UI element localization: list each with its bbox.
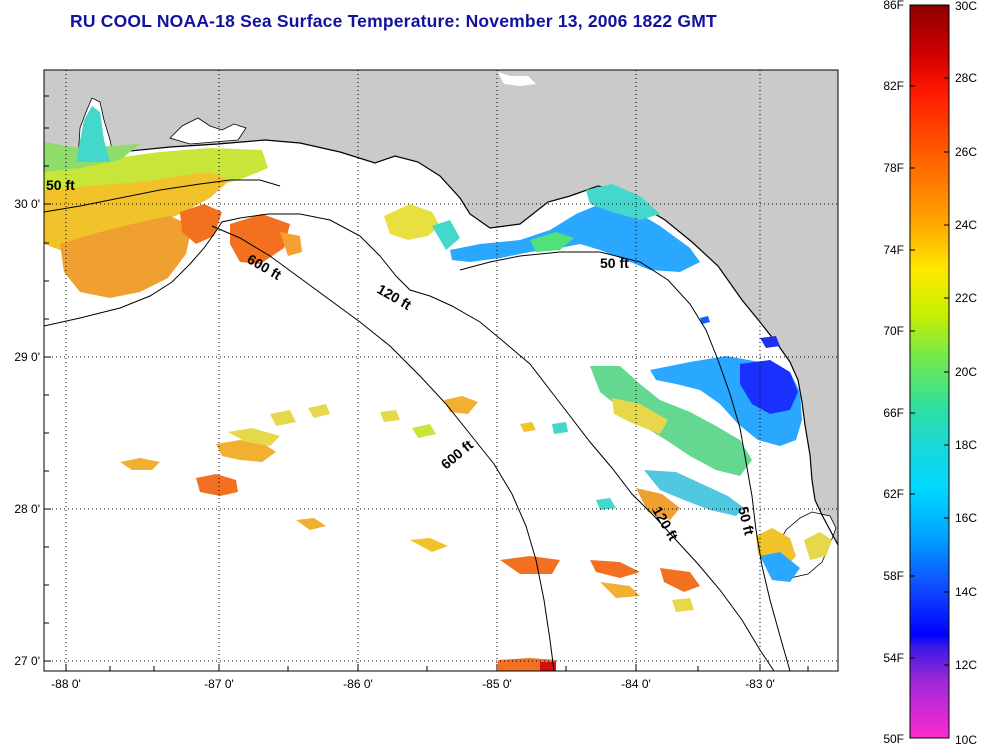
longitude-tick-label: -87 0' [204,677,234,691]
longitude-tick-label: -88 0' [51,677,81,691]
colorbar-label-f: 86F [883,0,904,12]
colorbar-label-c: 18C [955,438,977,452]
longitude-tick-label: -84 0' [621,677,651,691]
longitude-tick-label: -83 0' [745,677,775,691]
latitude-tick-label: 28 0' [14,502,40,516]
colorbar: 86F 82F 78F 74F 70F 66F 62F 58F 54F 50F … [883,0,977,747]
gulf-water [44,140,838,671]
contour-120ft [44,213,775,671]
contour-50ft-west [44,179,281,213]
contour-50ft-east [459,251,791,671]
longitude-axis: -88 0' -87 0' -86 0' -85 0' -84 0' -83 0… [51,677,775,691]
colorbar-label-f: 50F [883,732,904,746]
colorbar-label-f: 54F [883,651,904,665]
colorbar-label-f: 74F [883,243,904,257]
colorbar-label-f: 70F [883,324,904,338]
colorbar-label-f: 58F [883,569,904,583]
colorbar-label-c: 14C [955,585,977,599]
colorbar-label-c: 26C [955,145,977,159]
colorbar-label-c: 20C [955,365,977,379]
colorbar-gradient [909,4,950,739]
colorbar-label-c: 30C [955,0,977,13]
pensacola-bay [169,117,247,145]
coastline [44,139,838,546]
colorbar-ticks [910,77,949,666]
colorbar-label-f: 82F [883,79,904,93]
bathymetry-contours [44,179,791,671]
longitude-tick-label: -86 0' [343,677,373,691]
longitude-tick-label: -85 0' [482,677,512,691]
colorbar-label-c: 16C [955,511,977,525]
contour-label: 50 ft [735,505,758,537]
map-panel: 50 ft 600 ft 120 ft 600 ft 50 ft 120 ft … [43,69,839,672]
latitude-tick-label: 30 0' [14,197,40,211]
colorbar-label-c: 28C [955,71,977,85]
colorbar-label-c: 12C [955,658,977,672]
map-title: RU COOL NOAA-18 Sea Surface Temperature:… [70,11,717,31]
colorbar-fahrenheit-labels: 86F 82F 78F 74F 70F 66F 62F 58F 54F 50F [883,0,904,746]
latitude-axis: 30 0' 29 0' 28 0' 27 0' [14,197,40,668]
sst-data [44,106,832,671]
colorbar-label-f: 62F [883,487,904,501]
colorbar-label-f: 66F [883,406,904,420]
small-lake [498,72,536,86]
colorbar-label-f: 78F [883,161,904,175]
graticule [44,70,838,671]
colorbar-label-c: 24C [955,218,977,232]
tick-marks [44,95,809,671]
latitude-tick-label: 29 0' [14,350,40,364]
latitude-tick-label: 27 0' [14,654,40,668]
colorbar-label-c: 22C [955,291,977,305]
map-frame [43,69,839,672]
contour-label: 50 ft [46,177,75,193]
contour-600ft [211,225,555,671]
contour-label: 50 ft [600,255,629,271]
colorbar-celsius-labels: 30C 28C 26C 24C 22C 20C 18C 16C 14C 12C … [955,0,977,747]
colorbar-label-c: 10C [955,733,977,747]
